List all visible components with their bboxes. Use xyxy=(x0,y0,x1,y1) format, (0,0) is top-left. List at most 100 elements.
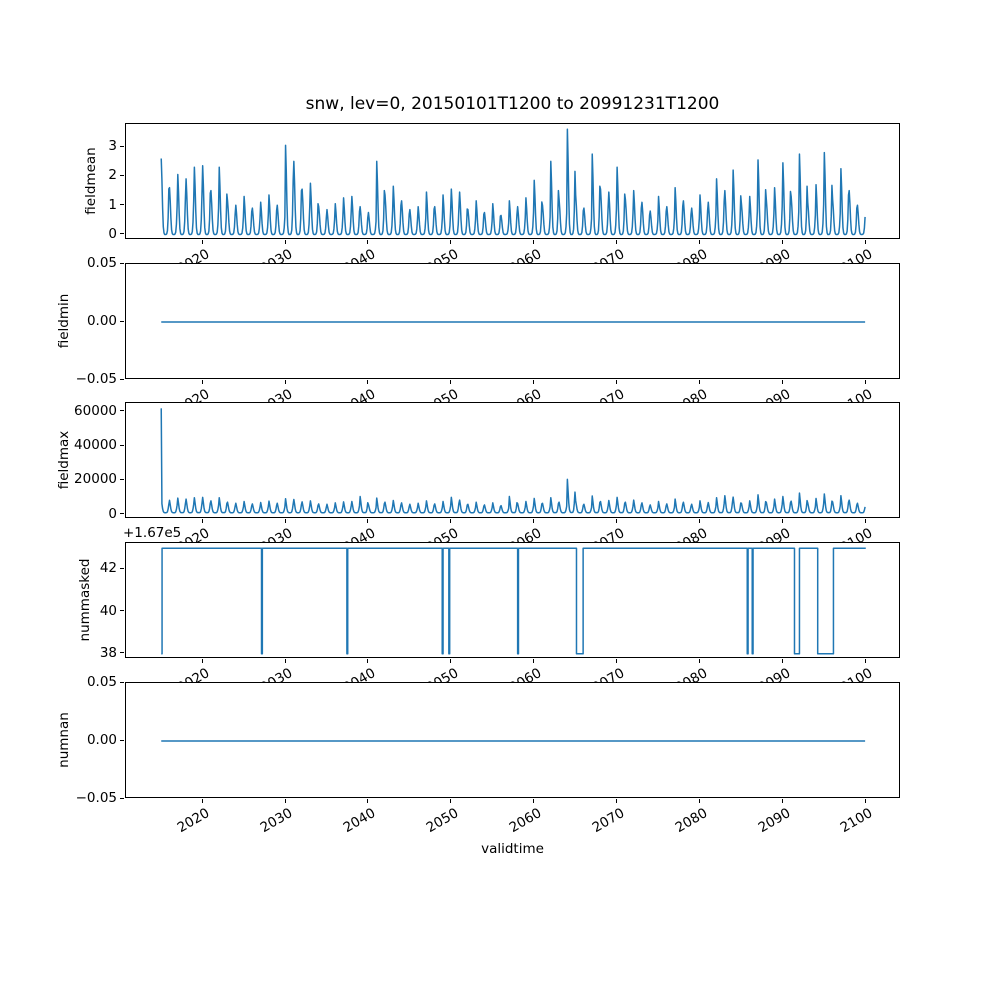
x-tick-mark xyxy=(616,240,618,244)
x-tick-label: 2050 xyxy=(423,805,462,837)
x-tick-label: 2040 xyxy=(340,805,379,837)
x-tick-mark xyxy=(367,240,369,244)
x-tick-mark xyxy=(201,799,203,803)
y-tick-mark xyxy=(120,378,124,380)
y-tick-label: 0.00 xyxy=(86,313,117,329)
x-tick-mark xyxy=(699,519,700,523)
x-tick-label: 2060 xyxy=(506,805,545,837)
y-tick-label: 42 xyxy=(99,560,117,577)
y-tick-mark xyxy=(120,262,124,264)
y-tick-mark xyxy=(120,681,124,683)
x-tick-mark xyxy=(201,659,203,663)
x-tick-mark xyxy=(450,659,452,663)
x-tick-mark xyxy=(284,519,286,523)
subplot-numnan: numnan −0.05 0.00 0.05 2020 2030 2040 2050 2060… xyxy=(56,674,900,836)
y-tick-label: 38 xyxy=(99,644,117,661)
y-tick-mark xyxy=(120,204,124,205)
x-tick-mark xyxy=(367,380,369,384)
plot-canvas xyxy=(161,547,866,655)
x-tick-mark xyxy=(450,380,452,384)
y-tick-mark xyxy=(120,444,124,446)
x-tick-mark xyxy=(201,240,203,244)
x-tick-mark xyxy=(781,240,783,244)
subplot-fieldmean: fieldmean 0 1 2 3 2020 2030 2040 2050 2060 2070 20… xyxy=(83,123,900,277)
subplot-nummasked: nummasked +1.67e5 38 40 42 2020 2030 2040 2050… xyxy=(77,525,900,696)
y-tick-label: 0 xyxy=(108,505,117,522)
plot-area-nummasked xyxy=(125,542,900,658)
figure-title: snw, lev=0, 20150101T1200 to 20991231T12… xyxy=(305,94,720,114)
x-tick-mark xyxy=(284,380,286,384)
x-tick-mark xyxy=(450,240,452,244)
x-tick-mark xyxy=(450,799,452,803)
x-tick-mark xyxy=(284,659,286,663)
x-tick-label: 2080 xyxy=(672,805,710,837)
x-tick-mark xyxy=(781,519,783,523)
y-tick-mark xyxy=(120,410,124,412)
x-tick-mark xyxy=(367,799,369,803)
subplot-fieldmin: fieldmin −0.050.000.05202020302040205020… xyxy=(56,255,900,417)
x-tick-label: 2020 xyxy=(174,805,213,837)
y-tick-mark xyxy=(120,145,124,147)
plot-area-fieldmin xyxy=(125,263,900,379)
x-tick-mark xyxy=(616,519,618,523)
x-tick-mark xyxy=(616,380,618,384)
x-tick-mark xyxy=(864,659,866,663)
x-tick-mark xyxy=(699,380,700,384)
y-tick-mark xyxy=(120,513,124,514)
x-tick-mark xyxy=(367,659,369,663)
plot-canvas xyxy=(160,128,866,236)
data-line xyxy=(161,547,866,655)
y-tick-label: 20000 xyxy=(74,471,117,488)
y-tick-mark xyxy=(120,652,124,654)
x-tick-mark xyxy=(533,380,535,384)
x-tick-mark xyxy=(201,380,203,384)
x-tick-label: 2070 xyxy=(589,805,628,837)
y-tick-label: 40000 xyxy=(74,437,117,453)
x-tick-mark xyxy=(201,519,203,523)
x-tick-mark xyxy=(864,519,866,523)
y-tick-mark xyxy=(120,797,124,799)
y-tick-label: 0.00 xyxy=(86,732,117,748)
y-axis-offset-text: +1.67e5 xyxy=(123,525,182,541)
x-tick-mark xyxy=(284,240,286,244)
x-tick-mark xyxy=(864,380,866,384)
x-tick-mark xyxy=(533,659,535,663)
y-tick-label: 60000 xyxy=(74,402,117,419)
y-tick-label: 1 xyxy=(108,196,117,213)
plot-canvas xyxy=(160,408,866,514)
x-tick-mark xyxy=(781,799,783,803)
x-tick-mark xyxy=(533,799,535,803)
y-tick-mark xyxy=(120,233,124,235)
data-line xyxy=(160,128,866,236)
x-tick-mark xyxy=(367,519,369,523)
x-tick-mark xyxy=(450,519,452,523)
x-tick-label: 2030 xyxy=(257,805,296,837)
plot-area-fieldmax xyxy=(125,402,900,518)
x-tick-mark xyxy=(864,240,866,244)
y-tick-mark xyxy=(120,739,124,741)
x-tick-mark xyxy=(616,659,618,663)
x-tick-label: 2090 xyxy=(755,805,793,837)
y-tick-label: 0 xyxy=(108,225,117,242)
x-tick-label: 2100 xyxy=(838,805,876,837)
x-tick-mark xyxy=(284,799,286,803)
y-tick-label: 40 xyxy=(99,602,117,619)
y-tick-label: 0.05 xyxy=(86,255,117,271)
plot-canvas xyxy=(161,321,866,323)
data-line xyxy=(160,408,866,514)
y-tick-mark xyxy=(120,567,124,569)
x-tick-mark xyxy=(533,519,535,523)
x-tick-mark xyxy=(699,240,700,244)
x-tick-mark xyxy=(781,380,783,384)
x-axis-label: validtime xyxy=(481,841,544,857)
y-tick-mark xyxy=(120,610,124,611)
x-tick-mark xyxy=(864,799,866,803)
plot-canvas xyxy=(161,740,866,742)
x-tick-mark xyxy=(616,799,618,803)
plot-area-numnan xyxy=(125,682,900,798)
subplot-fieldmax: fieldmax 0 20000 40000 60000 2020 2030 2040 205… xyxy=(56,402,900,556)
x-tick-mark xyxy=(781,659,783,663)
plot-area-fieldmean xyxy=(125,123,900,239)
y-tick-label: −0.05 xyxy=(75,790,117,806)
